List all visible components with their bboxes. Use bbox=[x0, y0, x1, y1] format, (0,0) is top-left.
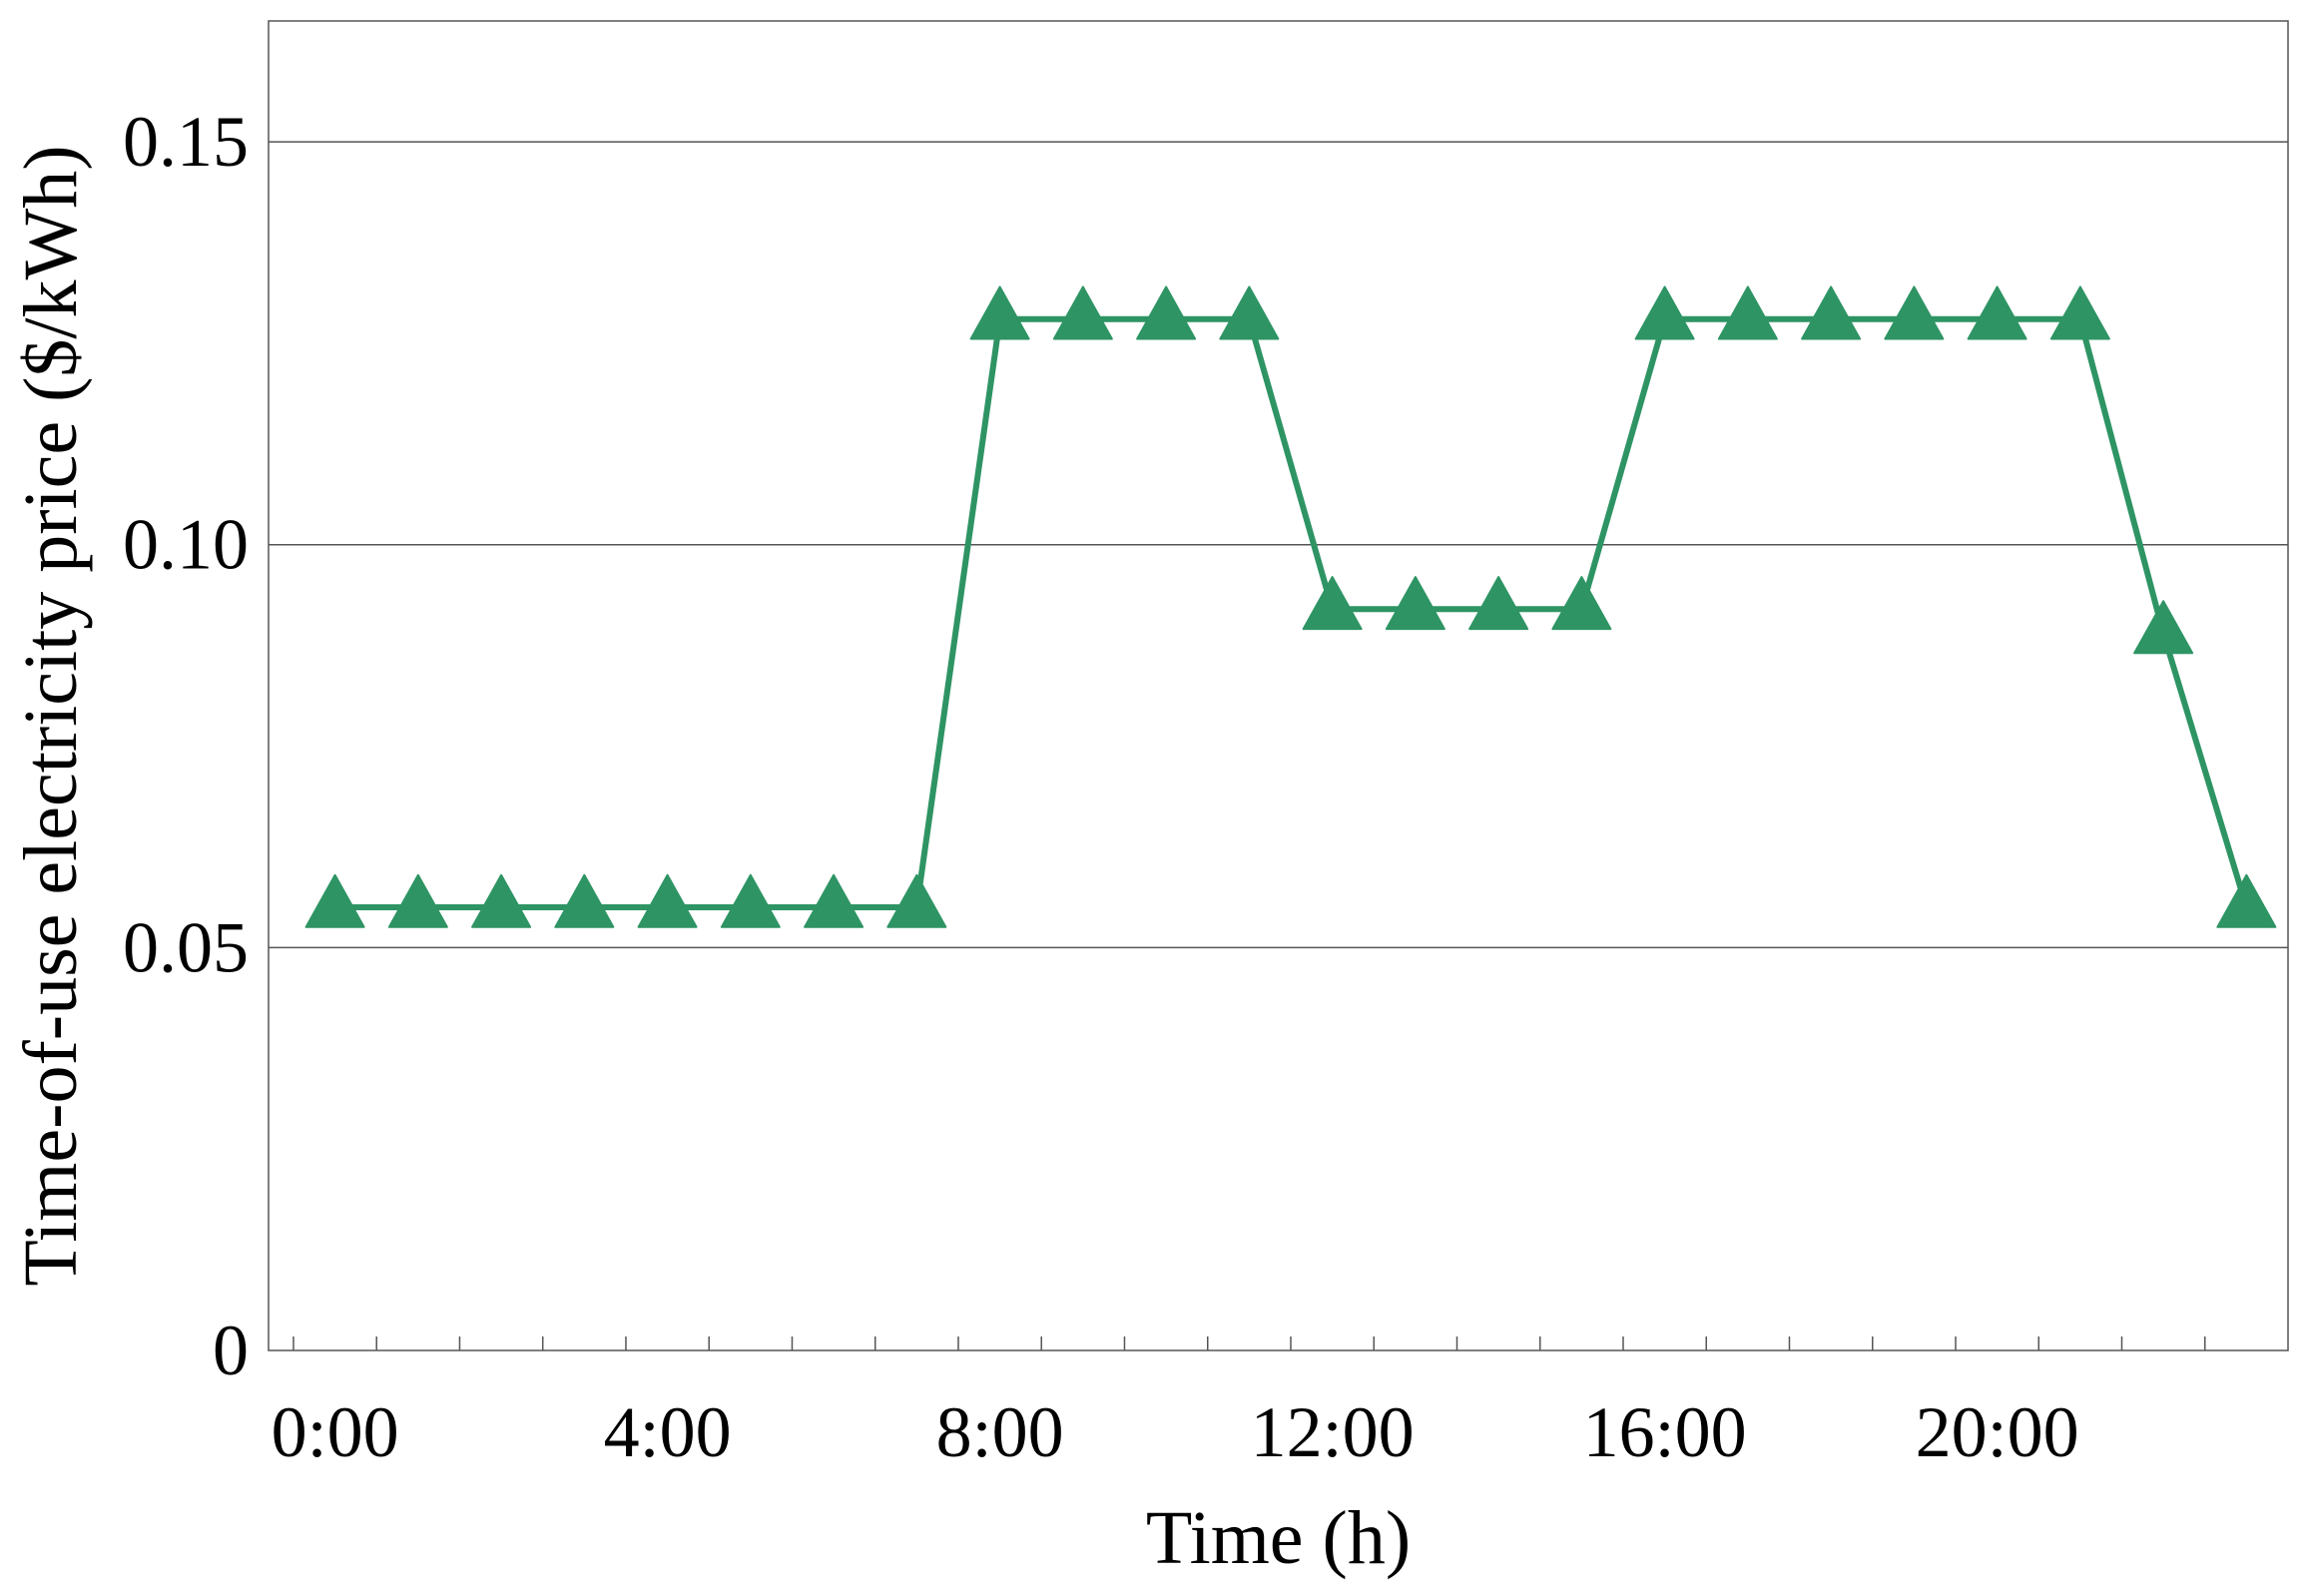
data-point-marker bbox=[1304, 577, 1362, 629]
data-point-marker bbox=[1387, 577, 1444, 629]
y-tick-label: 0.10 bbox=[123, 505, 249, 585]
data-point-marker bbox=[1220, 286, 1278, 338]
data-point-marker bbox=[722, 875, 780, 927]
data-point-marker bbox=[639, 875, 697, 927]
tick-labels: 0:00 4:00 8:00 12:00 16:00 20:00 0 0.05 0.10 0.15 bbox=[123, 102, 2079, 1472]
data-point-marker bbox=[887, 875, 945, 927]
gridlines bbox=[269, 142, 2288, 947]
data-point-marker bbox=[2134, 601, 2192, 653]
x-tick-label: 0:00 bbox=[272, 1392, 399, 1472]
data-point-marker bbox=[805, 875, 863, 927]
series-line bbox=[335, 319, 2247, 907]
data-point-marker bbox=[1636, 286, 1694, 338]
data-point-marker bbox=[472, 875, 530, 927]
data-point-marker bbox=[555, 875, 613, 927]
data-point-marker bbox=[306, 875, 364, 927]
data-point-marker bbox=[2051, 286, 2109, 338]
data-point-marker bbox=[1469, 577, 1527, 629]
x-axis-ticks bbox=[293, 1336, 2205, 1350]
data-point-marker bbox=[1802, 286, 1860, 338]
data-point-marker bbox=[1054, 286, 1112, 338]
x-tick-label: 16:00 bbox=[1583, 1392, 1747, 1472]
data-point-marker bbox=[1969, 286, 2026, 338]
y-tick-label: 0.15 bbox=[123, 102, 249, 182]
data-point-marker bbox=[1719, 286, 1777, 338]
x-tick-label: 12:00 bbox=[1251, 1392, 1415, 1472]
y-tick-label: 0.05 bbox=[123, 907, 249, 987]
data-point-marker bbox=[1137, 286, 1195, 338]
x-tick-label: 20:00 bbox=[1916, 1392, 2079, 1472]
data-point-marker bbox=[2217, 875, 2275, 927]
y-axis-title: Time-of-use electricity price ($/kWh) bbox=[9, 145, 93, 1286]
data-point-marker bbox=[1552, 577, 1610, 629]
x-tick-label: 8:00 bbox=[936, 1392, 1064, 1472]
data-point-marker bbox=[1885, 286, 1943, 338]
data-point-marker bbox=[971, 286, 1029, 338]
x-axis-title: Time (h) bbox=[1146, 1496, 1411, 1580]
y-tick-label: 0 bbox=[213, 1311, 249, 1390]
series-layer bbox=[306, 286, 2276, 926]
x-tick-label: 4:00 bbox=[604, 1392, 732, 1472]
data-point-marker bbox=[389, 875, 447, 927]
plot-area bbox=[269, 21, 2288, 1350]
